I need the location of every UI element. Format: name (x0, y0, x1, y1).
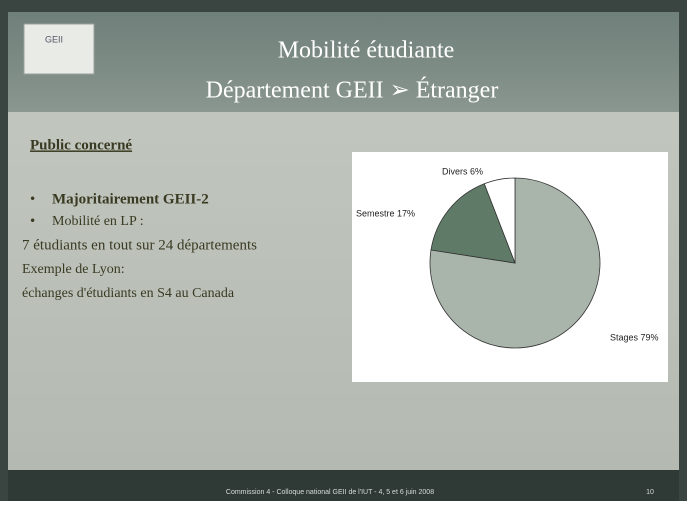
logo-mark: GEII (45, 34, 63, 44)
bullet: Majoritairement GEII-2 (52, 191, 209, 207)
slice-label: Stages 79% (610, 332, 659, 342)
pie-chart: Stages 79% Semestre 17% Divers 6% (356, 166, 659, 349)
bullet-dot: • (30, 191, 35, 207)
slice-label: Semestre 17% (356, 208, 415, 218)
pie-slice (430, 183, 516, 264)
bullet-dot: • (30, 213, 35, 229)
footer-text: Commission 4 - Colloque national GEII de… (226, 489, 434, 496)
text-line: 7 étudiants en tout sur 24 départements (22, 237, 257, 253)
logo (23, 23, 95, 75)
text-line: échanges d'étudiants en S4 au Canada (22, 286, 235, 301)
title-line: Département GEII ➢ Étranger (206, 78, 499, 104)
text-line: Exemple de Lyon: (22, 262, 125, 277)
pie-slice (429, 177, 601, 349)
bullet: Mobilité en LP : (52, 214, 144, 229)
section-heading: Public concerné (30, 137, 132, 153)
title-line: Mobilité étudiante (278, 38, 455, 64)
pie-slice (483, 177, 516, 264)
page-number: 10 (646, 489, 654, 496)
slice-label: Divers 6% (442, 166, 483, 176)
header-band (8, 12, 679, 112)
footer-band (8, 470, 679, 501)
